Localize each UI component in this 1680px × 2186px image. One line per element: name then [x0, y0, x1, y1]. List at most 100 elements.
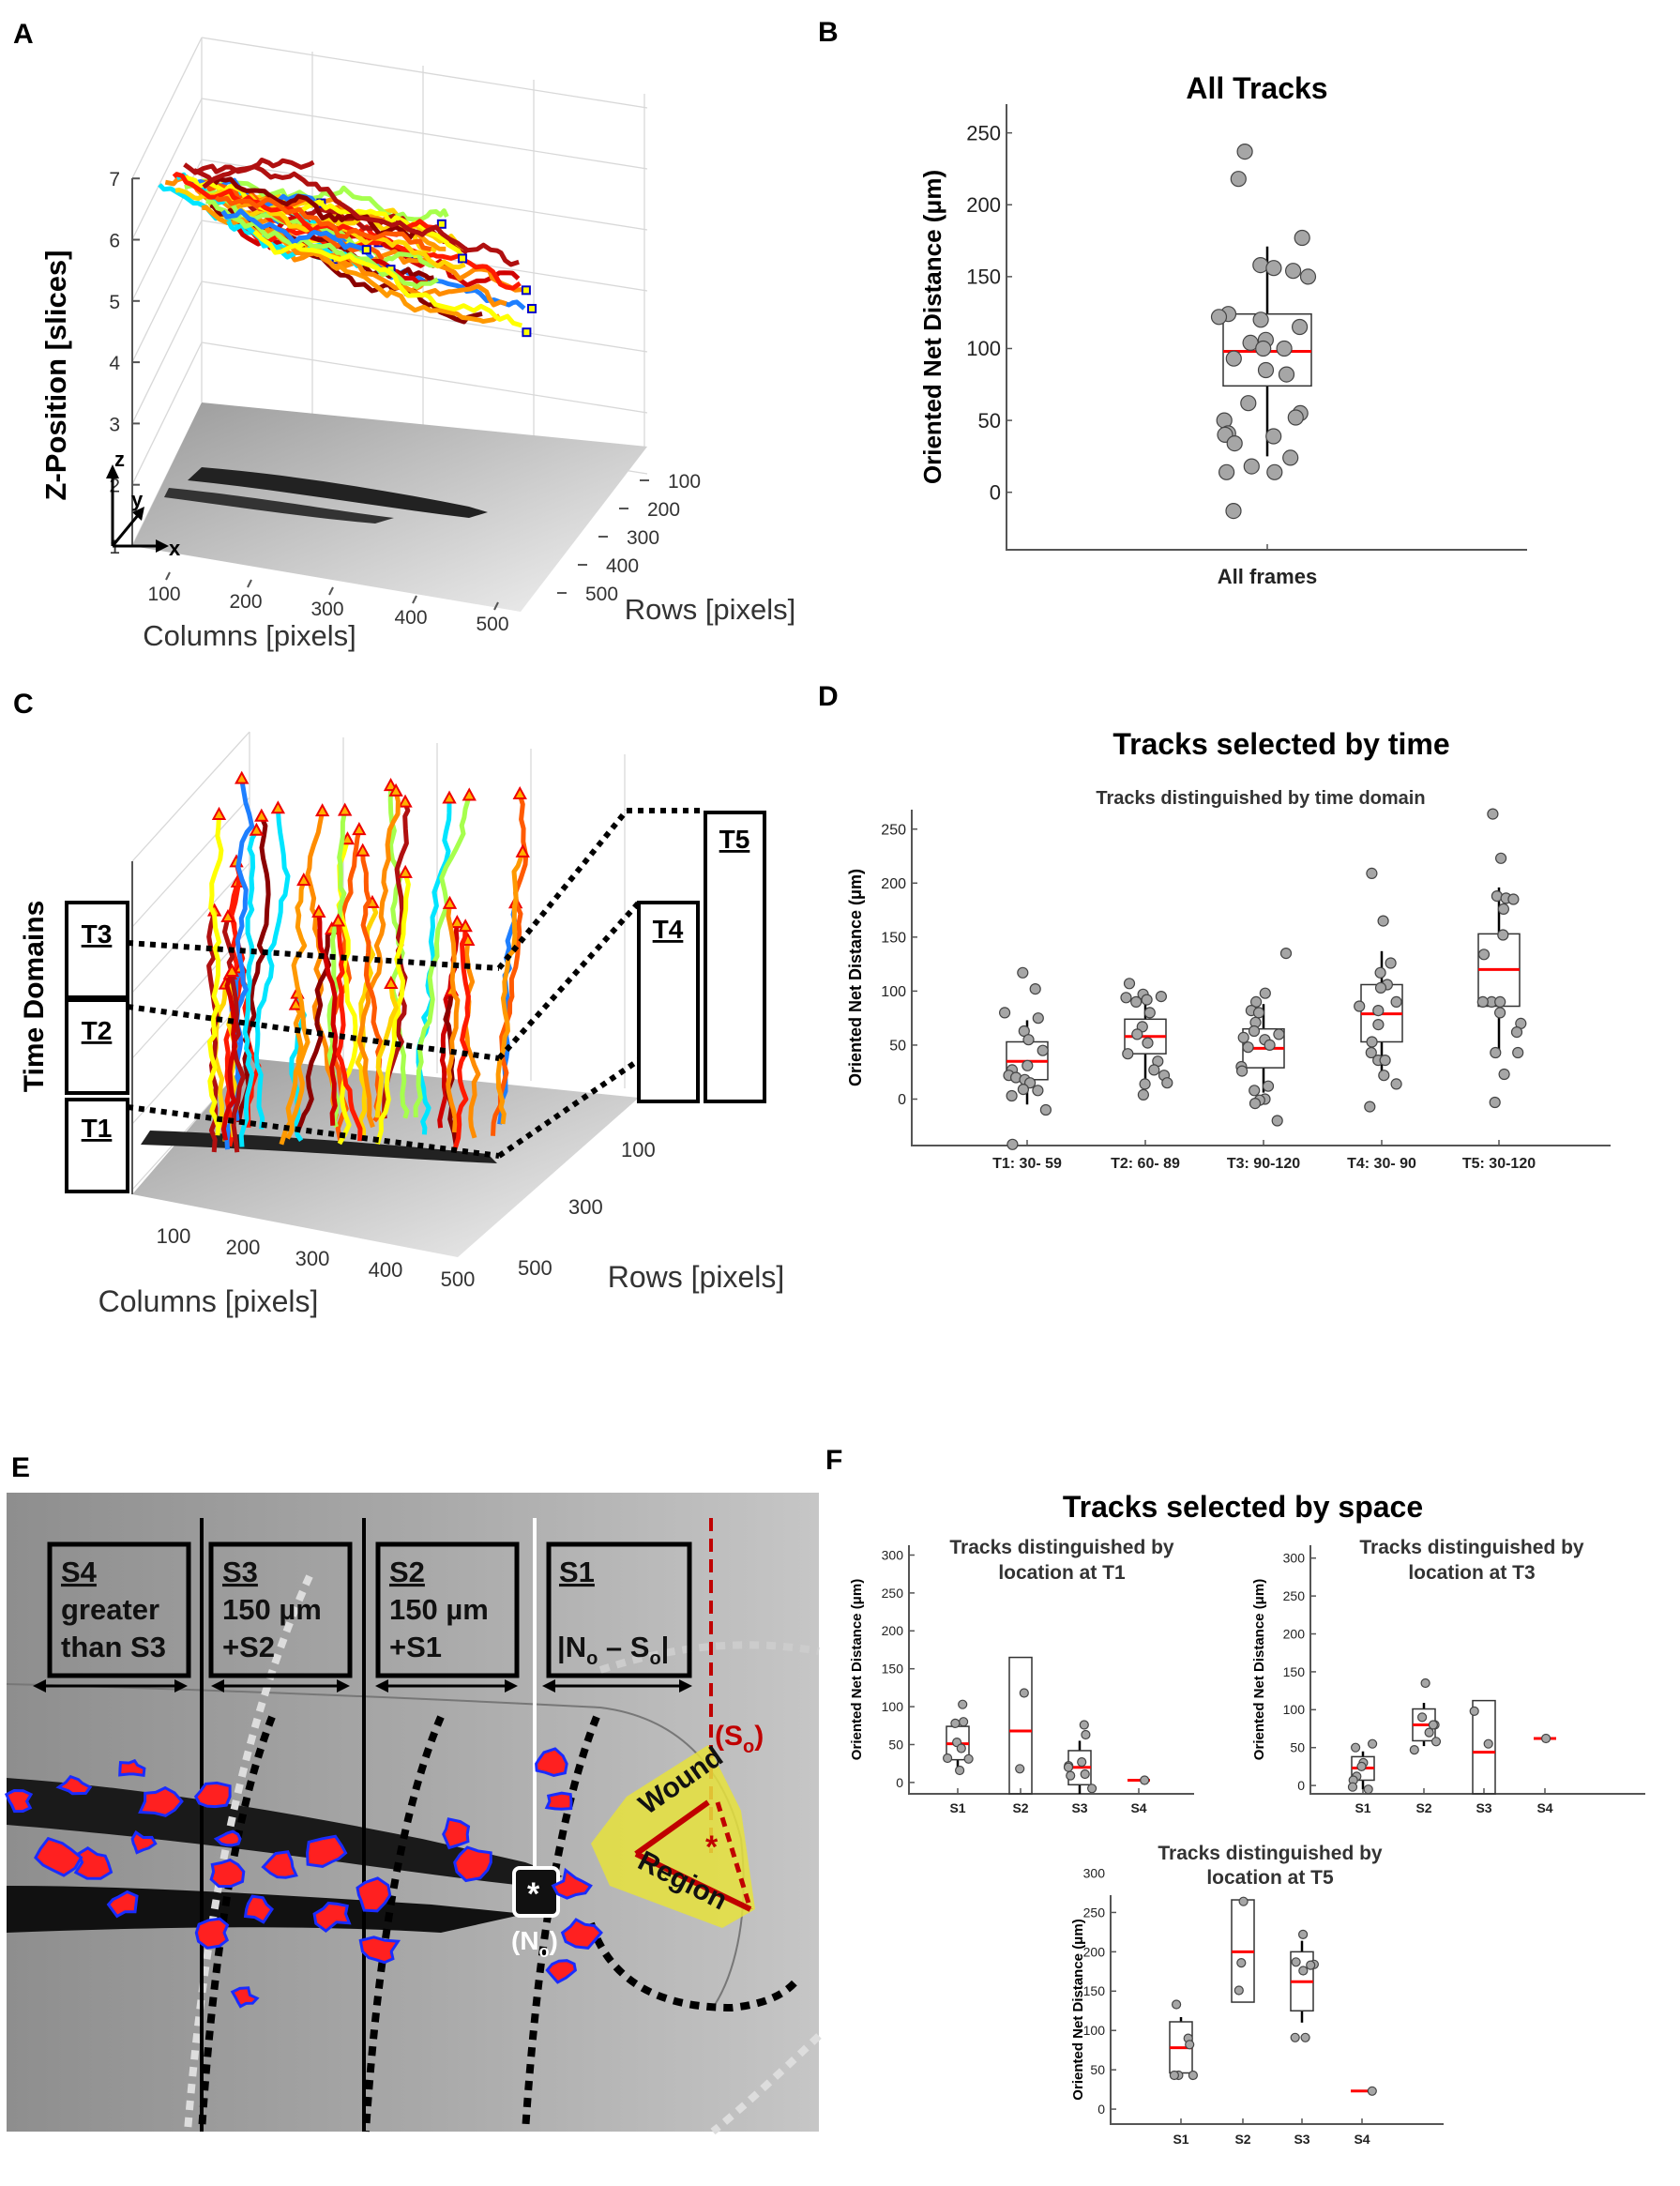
data-point [1130, 995, 1143, 1009]
arrow-right-icon [337, 1679, 350, 1693]
data-point [1230, 171, 1247, 188]
y-tick-label: 250 [881, 822, 906, 838]
data-point [950, 1718, 961, 1729]
box-iqr [1222, 312, 1312, 387]
box-iqr [1472, 1699, 1496, 1795]
cell-track [382, 801, 411, 1119]
data-point [1006, 1138, 1019, 1150]
data-point [954, 1765, 965, 1776]
panel-a-columns-label: Columns [pixels] [143, 619, 356, 652]
tracked-cell-blob [106, 1890, 139, 1919]
wound-arc-dashed [715, 1801, 753, 1910]
data-point [1300, 2032, 1310, 2042]
grid-line [201, 342, 648, 414]
panel-a-rows-label: Rows [pixels] [625, 593, 796, 626]
x-tick-label: S1 [949, 1800, 965, 1815]
data-point [1424, 1727, 1434, 1738]
y-tick-label: 300 [882, 1547, 904, 1562]
data-point [1140, 1775, 1150, 1785]
track-end-triangle [288, 996, 304, 1010]
y-tick-label: 200 [966, 193, 1001, 217]
arrow-left-icon [33, 1679, 46, 1693]
t3-label: T3 [82, 919, 113, 949]
data-point [1385, 957, 1397, 969]
y-tick-label: 100 [1283, 1702, 1306, 1717]
x-tick-label: S4 [1130, 1800, 1146, 1815]
tracked-cell-blob [358, 1936, 401, 1965]
data-point [1240, 395, 1257, 412]
data-point [1299, 268, 1317, 285]
box-group [1008, 1656, 1033, 1795]
y-tick-label: 250 [966, 121, 1001, 144]
cell-track [202, 164, 520, 267]
grid-line [131, 281, 203, 424]
zone-boundary-arc [587, 1921, 801, 2012]
cell-track [220, 208, 368, 252]
panel-label-e: E [11, 1452, 30, 1483]
data-point [1225, 350, 1242, 367]
tracked-cell-blob [551, 1867, 593, 1900]
data-point [1234, 1985, 1244, 1996]
y-tick-label: 250 [882, 1586, 904, 1601]
data-point [1255, 340, 1272, 357]
panel-label-c: C [13, 689, 34, 720]
box-plot-f2: 0 50 100 150 200 250 300 Oriented Net Distance … [1251, 1537, 1645, 1815]
data-point [1032, 1085, 1044, 1097]
y-tick-label: 0 [1297, 1778, 1305, 1793]
data-point [1366, 867, 1378, 880]
track-end-triangle [442, 895, 458, 909]
y-tick-label: 200 [881, 876, 906, 892]
data-point [1291, 318, 1309, 336]
data-point [1364, 1101, 1376, 1113]
data-point [1306, 1960, 1316, 1970]
outer-arc-light [710, 2033, 822, 2135]
panel-e-spatial-zones-image: Wound Region * (So) * (No) S4 greater th… [4, 1493, 822, 2135]
box-group [1409, 1677, 1442, 1755]
track-end-marker [361, 245, 371, 255]
x-tick-label: S3 [1071, 1800, 1087, 1815]
panel-a-column-ticks: 100 200 300 400 500 [147, 571, 509, 635]
track-end-triangle [356, 843, 371, 857]
tracked-cell-blob [118, 1758, 146, 1777]
data-point [1512, 1046, 1524, 1059]
data-point [1298, 1966, 1309, 1976]
data-point [1279, 947, 1293, 960]
data-point [1032, 1012, 1044, 1025]
zone-s1-name: S1 [559, 1556, 595, 1588]
y-tick-label: 100 [882, 1699, 904, 1714]
cell-track [413, 795, 472, 1118]
cell-track [262, 223, 507, 308]
z-tick-label: 3 [109, 414, 120, 435]
wound-angle-line [634, 1799, 710, 1857]
cell-track [375, 873, 411, 1145]
axes [1110, 1895, 1444, 2125]
data-point [1356, 1761, 1367, 1772]
zone-box-s1: S1 |No – So| [546, 1541, 692, 1678]
cell-track [305, 811, 339, 1124]
arrow-right-icon [156, 539, 169, 553]
column-tick-label: 300 [295, 1247, 330, 1270]
tracked-cells [4, 1747, 603, 2009]
box-group [998, 966, 1052, 1150]
y-tick-label: 100 [1083, 2023, 1106, 2038]
cell-track [451, 927, 471, 1153]
zone-s3-name: S3 [222, 1556, 258, 1588]
tracked-cell-blob [73, 1846, 114, 1880]
data-point [1015, 1764, 1025, 1774]
y-axis-label: Oriented Net Distance (μm) [1070, 1919, 1086, 2100]
data-point [1257, 361, 1275, 379]
t5-label: T5 [719, 825, 750, 854]
data-point [1374, 981, 1387, 994]
data-point [1171, 1999, 1182, 2010]
track-end-triangle [270, 800, 286, 814]
box-group [1290, 1929, 1320, 2042]
track-end-triangle [330, 913, 346, 927]
panel-c-time-domains-label: Time Domains [19, 901, 50, 1093]
data-point [1282, 449, 1299, 466]
zone-width-arrows [33, 1679, 692, 1693]
grid-line [201, 37, 648, 109]
data-point [1259, 987, 1271, 999]
y-tick-label: 150 [1283, 1664, 1306, 1679]
